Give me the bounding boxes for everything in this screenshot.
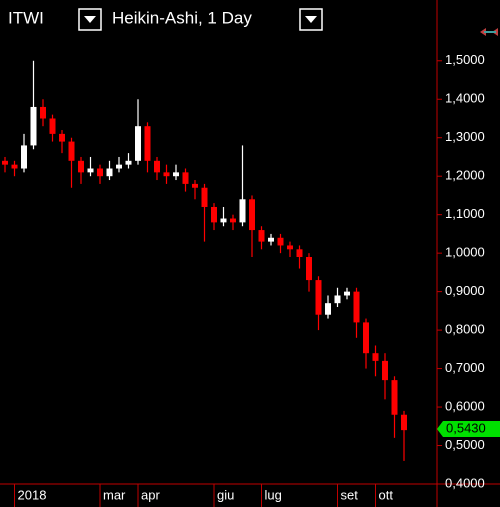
y-tick-label: 1,4000	[445, 91, 485, 106]
style-dropdown[interactable]	[299, 8, 323, 31]
candle-body	[30, 106, 37, 146]
y-tick-label: 0,5000	[445, 437, 485, 452]
dropdown-arrow[interactable]	[305, 16, 317, 23]
y-tick-label: 0,9000	[445, 283, 485, 298]
candle-body	[49, 118, 56, 134]
chart-title: Heikin-Ashi, 1 Day	[112, 8, 252, 27]
candle-body	[353, 291, 360, 323]
candle-body	[391, 380, 398, 415]
candle-body	[59, 133, 65, 142]
y-tick-label: 1,1000	[445, 206, 485, 221]
candle-body	[220, 218, 227, 223]
candle-body	[116, 164, 122, 169]
candle-body	[40, 106, 46, 119]
candle-body	[78, 160, 84, 173]
x-tick-label: 2018	[18, 487, 47, 502]
candle-body	[306, 257, 312, 281]
candle-body	[344, 291, 350, 296]
candle-body	[372, 353, 379, 361]
y-tick-label: 0,4000	[445, 475, 485, 490]
y-tick-label: 1,5000	[445, 52, 485, 67]
candle-body	[154, 160, 160, 173]
candle-body	[201, 187, 208, 207]
x-tick-label: lug	[265, 487, 282, 502]
candle-body	[382, 360, 388, 381]
candle-body	[334, 295, 341, 304]
candle-body	[87, 168, 94, 173]
y-tick-label: 1,0000	[445, 245, 485, 260]
candle-body	[173, 172, 179, 177]
candle-body	[125, 160, 132, 165]
scale-icon[interactable]	[480, 28, 498, 36]
candle-body	[249, 199, 255, 231]
candle-body	[97, 168, 103, 177]
icon-arrows[interactable]	[480, 28, 498, 36]
x-tick-label: mar	[103, 487, 126, 502]
candle-body	[287, 245, 293, 250]
candle-body	[401, 414, 407, 431]
candle-body	[182, 172, 189, 184]
symbol-dropdown[interactable]	[78, 8, 102, 31]
x-tick-label: set	[341, 487, 359, 502]
candle-body	[277, 237, 284, 246]
candle-body	[325, 303, 331, 315]
candle-body	[296, 249, 303, 257]
candle-body	[268, 237, 274, 242]
candle-body	[135, 126, 141, 161]
y-tick-label: 0,8000	[445, 322, 485, 337]
x-tick-label: giu	[217, 487, 234, 502]
x-tick-label: ott	[379, 487, 394, 502]
candle-body	[239, 199, 246, 223]
last-price-tag	[437, 420, 500, 437]
x-tick-label: apr	[141, 487, 160, 502]
candle-body	[363, 322, 369, 354]
y-tick-label: 0,7000	[445, 360, 485, 375]
candle-body	[258, 230, 265, 242]
candle-body	[163, 172, 170, 177]
candle-body	[315, 280, 322, 315]
candle-body	[192, 183, 198, 188]
candle-body	[211, 206, 217, 223]
symbol: ITWI	[8, 8, 44, 27]
y-tick-label: 1,3000	[445, 129, 485, 144]
candle-body	[144, 126, 151, 161]
candle-body	[68, 141, 75, 161]
candle-body	[21, 145, 27, 169]
candle-body	[11, 164, 18, 169]
dropdown-arrow[interactable]	[84, 16, 96, 23]
candle-body	[2, 160, 8, 165]
candle-body	[230, 218, 236, 223]
last-price-label: 0,5430	[446, 420, 486, 435]
y-tick-label: 1,2000	[445, 168, 485, 183]
candle-body	[106, 168, 113, 177]
y-tick-label: 0,6000	[445, 398, 485, 413]
